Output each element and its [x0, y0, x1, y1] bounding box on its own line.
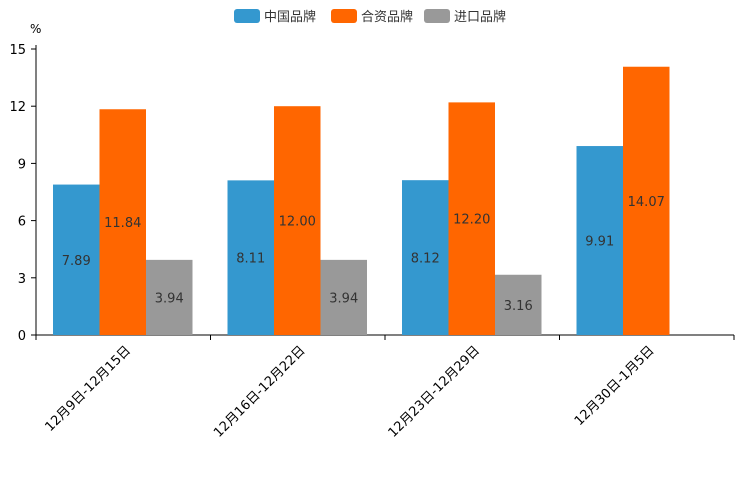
bar-value-label: 3.94 — [155, 291, 184, 306]
y-tick-label: 9 — [18, 157, 26, 172]
legend-label: 合资品牌 — [361, 9, 413, 25]
x-tick-label: 12月9日-12月15日 — [42, 343, 134, 435]
y-axis: 0 3 6 9 12 15 — [9, 43, 37, 344]
bar-value-label: 12.20 — [453, 213, 490, 228]
legend: 中国品牌 合资品牌 进口品牌 — [234, 9, 506, 25]
bar-value-label: 14.07 — [628, 195, 665, 210]
bar — [274, 106, 321, 335]
bar — [576, 146, 623, 335]
bar-value-label: 8.12 — [411, 252, 440, 267]
bar-value-label: 9.91 — [585, 235, 614, 250]
bar-value-label: 3.94 — [329, 291, 358, 306]
y-tick-label: 15 — [9, 43, 26, 58]
bar-value-label: 3.16 — [504, 299, 533, 314]
y-tick-label: 6 — [18, 215, 26, 230]
bar-value-label: 12.00 — [279, 215, 316, 230]
y-tick-label: 3 — [18, 272, 26, 287]
y-tick-label: 12 — [9, 100, 26, 115]
bar — [623, 66, 670, 336]
y-axis-unit: % — [30, 22, 41, 36]
bars — [53, 66, 670, 336]
bar — [53, 184, 100, 335]
legend-label: 进口品牌 — [454, 9, 506, 25]
bar — [448, 102, 495, 336]
bar-value-label: 7.89 — [62, 254, 91, 269]
x-axis: 12月9日-12月15日 12月16日-12月22日 12月23日-12月29日 12… — [35, 334, 735, 441]
value-labels: 7.89 8.11 8.12 9.91 11.84 12.00 12.20 14.07 3.94… — [62, 195, 665, 314]
legend-swatch — [424, 9, 450, 23]
bar-value-label: 8.11 — [236, 252, 265, 267]
bar — [146, 259, 193, 335]
legend-swatch — [234, 9, 260, 23]
bar — [227, 180, 274, 335]
legend-swatch — [331, 9, 357, 23]
bar-value-label: 11.84 — [104, 216, 141, 231]
x-tick-label: 12月23日-12月29日 — [386, 343, 483, 440]
y-tick-label: 0 — [18, 329, 26, 344]
x-tick-label: 12月30日-1月5日 — [572, 343, 658, 429]
bar — [495, 274, 542, 335]
legend-label: 中国品牌 — [264, 9, 316, 25]
bar — [320, 259, 367, 335]
bar — [402, 180, 449, 335]
x-tick-label: 12月16日-12月22日 — [211, 343, 308, 440]
bar — [99, 109, 146, 335]
